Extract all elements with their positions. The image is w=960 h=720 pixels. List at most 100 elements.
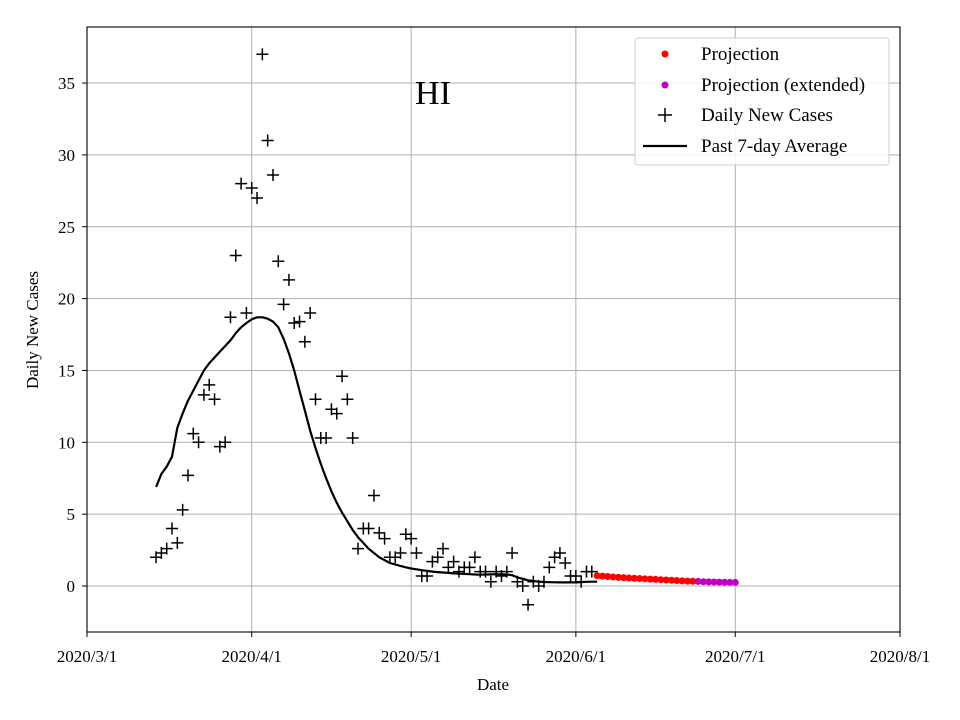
legend-label-daily-cases: Daily New Cases: [701, 105, 833, 126]
projection-extended-point: [710, 578, 718, 586]
daily-case-point: [309, 393, 322, 406]
x-tick-label: 2020/3/1: [57, 647, 117, 666]
daily-case-point: [256, 48, 269, 61]
projection-point: [604, 573, 612, 581]
legend-label-projection-extended: Projection (extended): [701, 75, 865, 96]
projection-extended-point: [715, 578, 723, 586]
daily-case-point: [235, 177, 248, 190]
daily-case-point: [171, 536, 184, 549]
daily-case-point: [330, 407, 343, 420]
average-layer: [155, 316, 598, 584]
projection-point: [620, 574, 628, 582]
projection-point: [673, 577, 681, 585]
y-tick-label: 35: [58, 74, 75, 93]
projection-point: [683, 577, 691, 585]
y-tick-label: 5: [67, 505, 76, 524]
daily-case-point: [240, 306, 253, 319]
daily-case-point: [373, 526, 386, 539]
x-tick-label: 2020/4/1: [221, 647, 281, 666]
daily-case-point: [367, 489, 380, 502]
daily-case-point: [187, 427, 200, 440]
daily-case-point: [543, 561, 556, 574]
daily-case-point: [277, 298, 290, 311]
projection-point: [598, 572, 606, 580]
daily-case-point: [575, 575, 588, 588]
daily-case-point: [282, 273, 295, 286]
daily-case-point: [447, 555, 460, 568]
chart-title: HI: [415, 75, 451, 112]
daily-case-point: [362, 522, 375, 535]
x-tick-label: 2020/8/1: [870, 647, 930, 666]
x-tick-label: 2020/5/1: [381, 647, 441, 666]
x-tick-label: 2020/6/1: [546, 647, 606, 666]
daily-case-point: [378, 532, 391, 545]
projection-extended-point: [731, 578, 739, 586]
projection-point: [689, 577, 697, 585]
legend-box: [634, 37, 890, 166]
daily-case-point: [346, 431, 359, 444]
daily-case-point: [463, 561, 476, 574]
daily-case-point: [569, 569, 582, 582]
projection-point: [609, 573, 617, 581]
daily-case-point: [272, 255, 285, 268]
daily-case-point: [442, 561, 455, 574]
y-tick-label: 0: [67, 577, 76, 596]
daily-case-point: [506, 546, 519, 559]
projection-point: [593, 572, 601, 580]
daily-case-point: [203, 378, 216, 391]
projection-point: [657, 576, 665, 584]
daily-case-point: [320, 431, 333, 444]
daily-case-point: [559, 557, 572, 570]
daily-case-point: [251, 192, 264, 205]
daily-case-point: [468, 551, 481, 564]
daily-case-point: [304, 306, 317, 319]
projection-extended-point: [699, 578, 707, 586]
y-tick-label: 20: [58, 290, 75, 309]
projection-point: [614, 573, 622, 581]
daily-case-point: [166, 522, 179, 535]
average-line: [155, 316, 598, 584]
projection-point: [662, 576, 670, 584]
y-tick-label: 15: [58, 361, 75, 380]
daily-case-point: [537, 575, 550, 588]
daily-case-point: [553, 546, 566, 559]
projection-point: [625, 574, 633, 582]
projection-point: [646, 575, 654, 583]
daily-case-point: [421, 569, 434, 582]
daily-case-point: [516, 580, 529, 593]
daily-case-point: [341, 393, 354, 406]
daily-case-point: [192, 436, 205, 449]
y-tick-label: 30: [58, 146, 75, 165]
daily-case-point: [293, 315, 306, 328]
projection-point: [641, 575, 649, 583]
projection-extended-point: [694, 577, 702, 585]
projection-extended-point: [721, 578, 729, 586]
y-tick-label: 25: [58, 218, 75, 237]
daily-case-point: [336, 370, 349, 383]
daily-case-point: [229, 249, 242, 262]
daily-case-point: [394, 546, 407, 559]
y-tick-label: 10: [58, 433, 75, 452]
daily-case-point: [288, 317, 301, 330]
plot-frame: [86, 26, 901, 633]
axis-ticks: 2020/3/1 2020/4/1 2020/5/1 2020/6/1 2020/7/1…: [57, 74, 930, 666]
daily-case-point: [352, 542, 364, 555]
projection-point: [652, 575, 660, 583]
daily-case-point: [585, 565, 598, 578]
daily-case-point: [197, 388, 210, 401]
daily-case-point: [176, 503, 189, 516]
daily-case-point: [431, 551, 444, 564]
daily-case-point: [219, 436, 232, 449]
daily-case-point: [405, 532, 418, 545]
daily-case-point: [437, 542, 450, 555]
projection-point: [668, 576, 676, 584]
projection-extended-point: [705, 578, 713, 586]
daily-case-point: [181, 469, 194, 482]
y-axis-label: Daily New Cases: [23, 271, 42, 389]
x-tick-label: 2020/7/1: [705, 647, 765, 666]
daily-case-point: [224, 311, 237, 324]
daily-case-point: [160, 542, 173, 555]
legend-marker-projection: [661, 50, 669, 58]
daily-case-point: [484, 575, 497, 588]
